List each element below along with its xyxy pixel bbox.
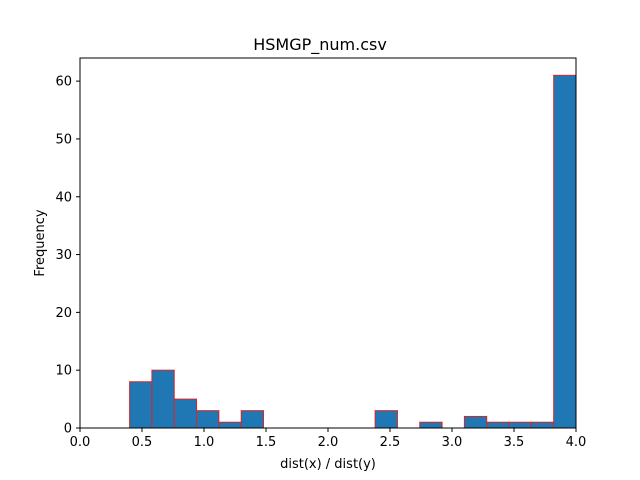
x-axis-ticks: 0.0 0.5 1.0 1.5 2.0 2.5 3.0 3.5 4.0 [70, 428, 587, 450]
x-tick-label: 3.0 [442, 435, 463, 450]
histogram-bar-3 [173, 398, 198, 429]
y-tick-label: 50 [55, 132, 72, 147]
y-tick-label: 40 [55, 190, 72, 205]
histogram-bar-19 [530, 421, 555, 429]
bars-group [129, 74, 577, 429]
histogram-bar-1 [129, 381, 153, 429]
y-tick-label: 30 [55, 248, 72, 263]
x-tick-label: 1.5 [256, 435, 277, 450]
y-tick-label: 0 [64, 422, 72, 437]
y-axis-ticks: 0 10 20 30 40 50 60 [55, 75, 80, 437]
histogram-bar-14 [419, 421, 443, 429]
y-tick-label: 10 [55, 364, 72, 379]
histogram-bar-16 [463, 415, 488, 429]
y-axis-label: Frequency [33, 209, 48, 276]
y-tick-label: 20 [55, 306, 72, 321]
histogram-bar-5 [218, 421, 242, 429]
x-tick-label: 1.0 [194, 435, 215, 450]
x-tick-label: 0.5 [132, 435, 153, 450]
y-tick-label: 60 [55, 75, 72, 90]
histogram-bar-6 [240, 410, 265, 429]
histogram-bar-4 [196, 410, 220, 429]
histogram-bar-2 [151, 369, 175, 429]
histogram-bar-20 [553, 74, 577, 429]
x-tick-label: 3.5 [504, 435, 525, 450]
x-tick-label: 2.5 [380, 435, 401, 450]
x-tick-label: 4.0 [566, 435, 587, 450]
x-tick-label: 0.0 [70, 435, 91, 450]
histogram-bar-12 [374, 410, 398, 429]
histogram-bar-17 [486, 421, 510, 429]
histogram-bar-18 [508, 421, 532, 429]
chart-title: HSMGP_num.csv [253, 35, 387, 55]
x-axis-label: dist(x) / dist(y) [280, 457, 376, 472]
x-tick-label: 2.0 [318, 435, 339, 450]
